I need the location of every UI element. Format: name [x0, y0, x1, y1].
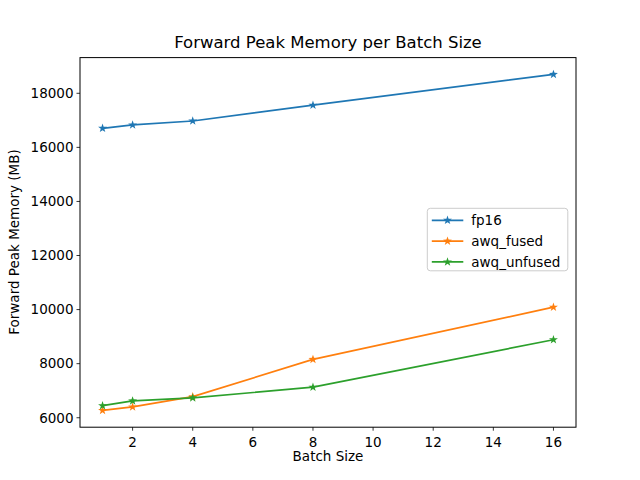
- legend-label-awq_fused: awq_fused: [471, 233, 543, 249]
- x-tick-label: 10: [364, 434, 381, 450]
- figure-canvas: 2468101214166000800010000120001400016000…: [0, 0, 640, 480]
- y-tick-label: 10000: [31, 301, 74, 317]
- plot-generated-content: 2468101214166000800010000120001400016000…: [31, 58, 576, 450]
- x-tick-label: 16: [545, 434, 562, 450]
- y-tick-label: 6000: [39, 410, 73, 426]
- x-tick-label: 2: [128, 434, 137, 450]
- y-tick-label: 18000: [31, 85, 74, 101]
- y-tick-label: 16000: [31, 139, 74, 155]
- x-tick-label: 12: [425, 434, 442, 450]
- x-tick-label: 6: [249, 434, 258, 450]
- y-tick-label: 14000: [31, 193, 74, 209]
- x-tick-label: 4: [188, 434, 197, 450]
- chart-title: Forward Peak Memory per Batch Size: [174, 33, 482, 52]
- x-tick-label: 14: [485, 434, 502, 450]
- legend-label-fp16: fp16: [471, 212, 502, 228]
- y-tick-label: 12000: [31, 247, 74, 263]
- legend-label-awq_unfused: awq_unfused: [471, 254, 560, 270]
- y-axis-label: Forward Peak Memory (MB): [6, 149, 22, 335]
- x-axis-label: Batch Size: [293, 448, 364, 464]
- y-tick-label: 8000: [39, 355, 73, 371]
- line-chart: 2468101214166000800010000120001400016000…: [0, 0, 640, 480]
